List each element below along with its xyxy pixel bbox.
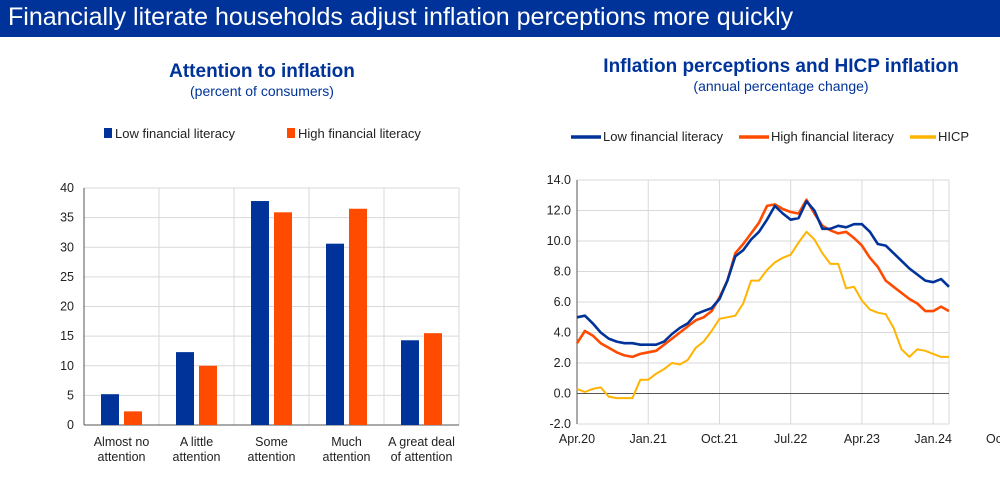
line-chart-subtitle: (annual percentage change) — [693, 78, 868, 94]
bar-x-tick-label: A little — [180, 435, 213, 449]
line-chart-legend: Low financial literacy High financial lit… — [571, 129, 969, 144]
line-y-tick-label: 4.0 — [554, 326, 571, 340]
line-x-tick-label: Jan.24 — [914, 432, 952, 446]
line-y-tick-label: 2.0 — [554, 356, 571, 370]
bar-high-1 — [199, 365, 217, 425]
legend-label: HICP — [938, 129, 969, 144]
bar-y-tick-label: 20 — [60, 300, 74, 314]
bar-x-tick-label: Some — [255, 435, 288, 449]
bar-low-4 — [401, 340, 419, 425]
bar-high-3 — [349, 208, 367, 425]
legend-label: High financial literacy — [298, 126, 421, 141]
line-chart-y-axis: -2.0 0.0 2.0 4.0 6.0 8.0 10.0 12.0 14.0 — [547, 173, 571, 431]
legend-label: High financial literacy — [771, 129, 894, 144]
bar-chart-legend: Low financial literacy High financial lit… — [104, 126, 421, 141]
bar-x-tick-label: attention — [98, 450, 146, 464]
bar-chart: Attention to inflation (percent of consu… — [60, 61, 460, 464]
bar-chart-title: Attention to inflation — [169, 61, 355, 82]
bar-chart-gridlines — [83, 187, 460, 426]
bar-x-tick-label: attention — [248, 450, 296, 464]
bar-x-tick-label: attention — [173, 450, 221, 464]
legend-swatch-high — [287, 128, 295, 138]
line-y-tick-label: 8.0 — [554, 265, 571, 279]
line-x-tick-label: Jul.22 — [774, 432, 807, 446]
line-x-tick-label: Apr.23 — [844, 432, 880, 446]
page-title: Financially literate households adjust i… — [8, 3, 794, 31]
line-y-tick-label: 0.0 — [554, 387, 571, 401]
bar-low-0 — [101, 394, 119, 425]
line-y-tick-label: -2.0 — [549, 417, 571, 431]
bar-low-2 — [251, 201, 269, 425]
line-series-hicp — [576, 230, 949, 400]
line-x-tick-label: Jan.21 — [629, 432, 667, 446]
bar-high-2 — [274, 212, 292, 425]
legend-label: Low financial literacy — [115, 126, 235, 141]
line-x-tick-label: Apr.20 — [559, 432, 595, 446]
bar-high-4 — [424, 333, 442, 425]
line-y-tick-label: 10.0 — [547, 234, 571, 248]
bar-y-tick-label: 35 — [60, 211, 74, 225]
bar-x-tick-label: attention — [323, 450, 371, 464]
bar-x-tick-label: Almost no — [94, 435, 150, 449]
line-chart-title: Inflation perceptions and HICP inflation — [603, 56, 958, 77]
line-x-tick-label: Oct.21 — [701, 432, 738, 446]
bar-x-tick-label: of attention — [391, 450, 453, 464]
bar-low-1 — [176, 352, 194, 425]
bar-chart-y-axis: 0 5 10 15 20 25 30 35 40 — [60, 181, 74, 432]
bar-chart-bars — [101, 201, 442, 425]
line-y-tick-label: 12.0 — [547, 204, 571, 218]
line-series-high — [575, 198, 950, 359]
legend-swatch-low — [104, 128, 112, 138]
line-series-low — [576, 200, 950, 347]
legend-label: Low financial literacy — [603, 129, 723, 144]
bar-y-tick-label: 30 — [60, 240, 74, 254]
bar-y-tick-label: 40 — [60, 181, 74, 195]
bar-y-tick-label: 25 — [60, 270, 74, 284]
bar-chart-subtitle: (percent of consumers) — [190, 83, 334, 99]
line-chart-series — [575, 198, 950, 400]
line-x-tick-label: Oct.24 — [986, 432, 1000, 446]
bar-x-tick-label: A great deal — [388, 435, 455, 449]
bar-y-tick-label: 15 — [60, 329, 74, 343]
line-chart-x-axis: Apr.20 Jan.21 Oct.21 Jul.22 Apr.23 Jan.24 Oct.… — [559, 432, 1000, 446]
bar-low-3 — [326, 243, 344, 425]
bar-x-tick-label: Much — [331, 435, 362, 449]
line-chart-gridlines — [576, 179, 950, 425]
line-y-tick-label: 6.0 — [554, 295, 571, 309]
bar-y-tick-label: 5 — [67, 388, 74, 402]
line-y-tick-label: 14.0 — [547, 173, 571, 187]
bar-high-0 — [124, 411, 142, 425]
header-bar: Financially literate households adjust i… — [0, 0, 1000, 37]
bar-y-tick-label: 0 — [67, 418, 74, 432]
bar-y-tick-label: 10 — [60, 359, 74, 373]
